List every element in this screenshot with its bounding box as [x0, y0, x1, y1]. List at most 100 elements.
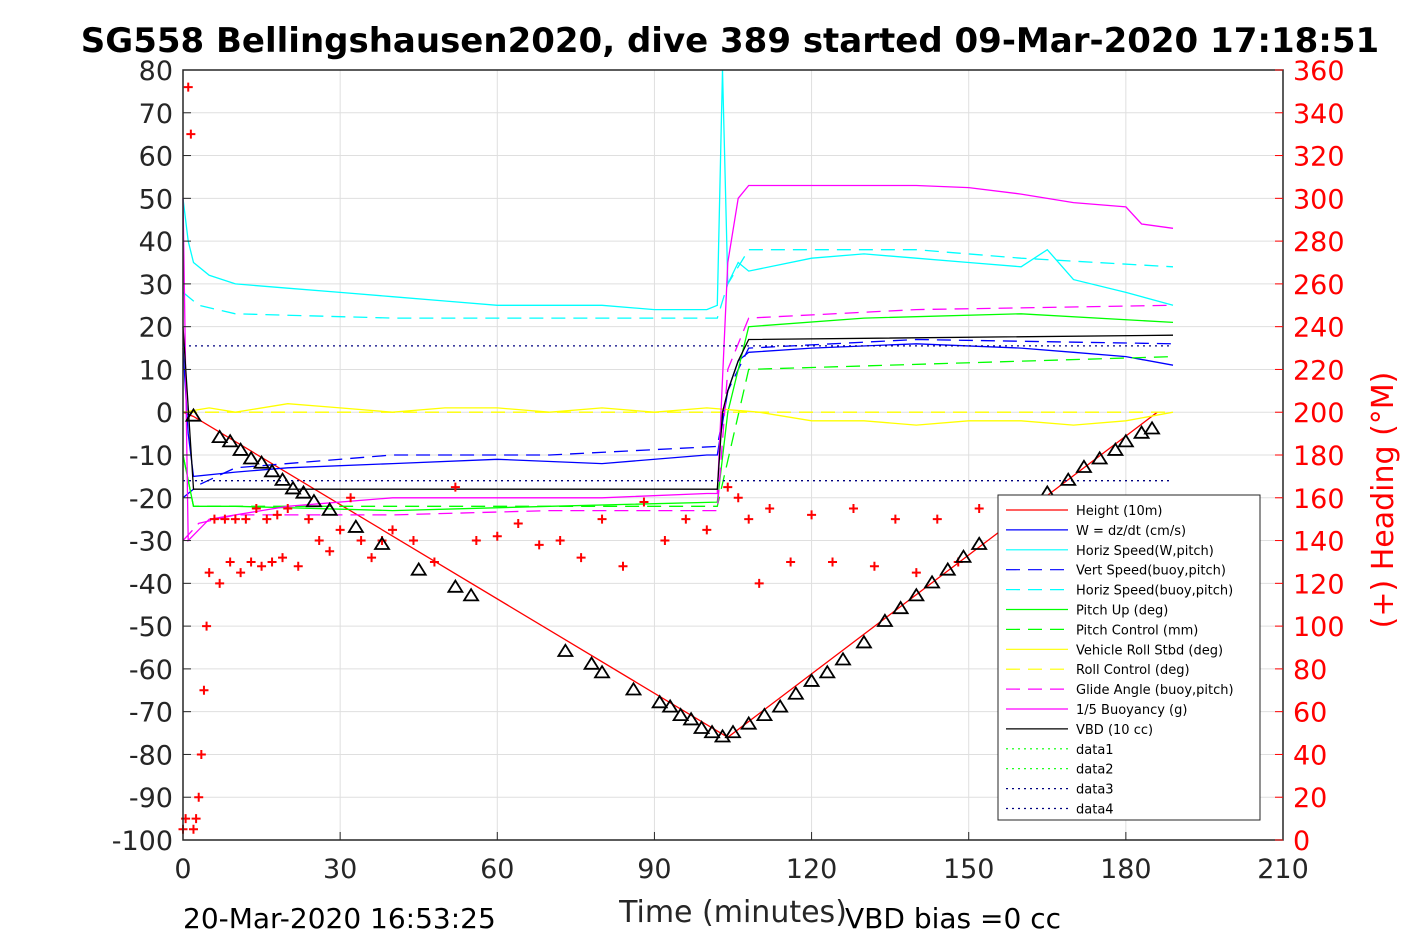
x-tick-label: 120 [786, 854, 838, 885]
heading-point [283, 503, 293, 513]
heading-point [356, 536, 366, 546]
series-line [182, 69, 1174, 311]
series-line [182, 249, 1174, 319]
vbd-marker [1091, 450, 1109, 465]
vbd-marker [834, 651, 852, 666]
x-tick-label: 150 [943, 854, 995, 885]
heading-point [848, 503, 858, 513]
vbd-marker [305, 493, 323, 508]
vbd-marker [624, 681, 643, 696]
vbd-marker [347, 519, 365, 533]
vbd-marker [321, 501, 339, 516]
vbd-marker [1117, 433, 1135, 448]
heading-point [890, 514, 900, 524]
left-y-tick-label: -10 [129, 441, 173, 472]
heading-point [828, 557, 838, 567]
footer-timestamp: 20-Mar-2020 16:53:25 [183, 902, 496, 935]
heading-point [754, 578, 764, 588]
heading-point [204, 568, 214, 578]
left-y-tick-label: 80 [139, 56, 173, 87]
right-y-tick-label: 180 [1293, 441, 1345, 472]
vbd-marker [671, 707, 690, 722]
right-y-tick-label: 120 [1293, 569, 1345, 600]
legend-label: data2 [1076, 763, 1114, 778]
right-y-tick-label: 40 [1293, 740, 1327, 771]
heading-point [681, 514, 691, 524]
left-y-tick-label: 0 [156, 398, 173, 429]
left-y-tick-label: -60 [129, 655, 173, 686]
legend-label: data1 [1076, 743, 1114, 758]
vbd-marker [703, 724, 721, 739]
chart-title: SG558 Bellingshausen2020, dive 389 start… [81, 21, 1379, 61]
heading-point [513, 518, 523, 528]
heading-point [733, 493, 743, 503]
vbd-marker-layer [184, 407, 1161, 743]
vbd-marker [252, 454, 271, 469]
heading-point [220, 514, 230, 524]
legend-label: Pitch Control (mm) [1076, 623, 1198, 638]
vbd-marker [184, 407, 203, 422]
left-y-tick-label: -30 [129, 527, 173, 558]
heading-point [555, 536, 565, 546]
vbd-marker [771, 698, 789, 713]
heading-point [194, 792, 204, 802]
vbd-marker [273, 471, 292, 486]
vbd-marker [682, 711, 700, 726]
left-y-tick-label: 40 [139, 227, 173, 258]
right-y-tick-label: 140 [1293, 527, 1345, 558]
legend-label: Horiz Speed(W,pitch) [1076, 544, 1214, 559]
legend-label: Pitch Up (deg) [1076, 604, 1168, 619]
legend-label: data3 [1076, 783, 1114, 798]
left-y-tick-label: 30 [139, 270, 173, 301]
heading-point [251, 503, 261, 513]
right-y-tick-label: 20 [1293, 783, 1327, 814]
left-y-tick-label: 20 [139, 313, 173, 344]
vbd-marker [818, 664, 836, 679]
heading-point [262, 514, 272, 524]
vbd-marker [556, 643, 575, 657]
left-y-tick-label: -100 [112, 826, 173, 857]
right-y-tick-label: 340 [1293, 99, 1345, 130]
heading-point [188, 824, 198, 834]
legend-label: Vert Speed(buoy,pitch) [1076, 564, 1226, 579]
heading-point [272, 510, 282, 520]
right-y-tick-label: 300 [1293, 184, 1345, 215]
heading-point [304, 514, 314, 524]
heading-point [702, 525, 712, 535]
heading-point [246, 557, 256, 567]
vbd-marker [939, 561, 957, 576]
heading-point [209, 514, 219, 524]
legend-label: VBD (10 cc) [1076, 723, 1153, 738]
right-y-tick-label: 0 [1293, 826, 1310, 857]
right-y-tick-label: 80 [1293, 655, 1327, 686]
series-line [182, 355, 1174, 507]
heading-point [196, 749, 206, 759]
vbd-marker [242, 450, 260, 465]
heading-point [660, 536, 670, 546]
heading-point [639, 497, 649, 507]
vbd-marker [231, 442, 250, 456]
right-y-tick-label: 280 [1293, 227, 1345, 258]
heading-point [429, 557, 439, 567]
x-axis-ticks: 0 30 60 90 120 150 180 210 [174, 832, 1309, 885]
x-tick-label: 0 [174, 854, 191, 885]
heading-point [408, 536, 418, 546]
vbd-marker [1143, 420, 1161, 435]
x-axis-label: Time (minutes) [618, 895, 847, 930]
vbd-marker [263, 463, 281, 478]
series-line [182, 343, 1174, 478]
left-y-tick-label: 10 [139, 355, 173, 386]
heading-point [335, 525, 345, 535]
heading-point [241, 514, 251, 524]
x-tick-label: 210 [1257, 854, 1309, 885]
left-y-tick-label: 70 [139, 99, 173, 130]
left-y-tick-label: -80 [129, 740, 173, 771]
legend-label: Glide Angle (buoy,pitch) [1076, 683, 1234, 698]
heading-point [534, 540, 544, 550]
left-y-axis-ticks: 80 70 60 50 40 30 20 10 0 -10 -20 -30 -40 -50 -60 -70 -8… [112, 56, 191, 857]
legend-label: Height (10m) [1076, 504, 1162, 519]
vbd-marker [284, 480, 302, 495]
vbd-marker [373, 536, 391, 550]
vbd-marker [724, 724, 742, 739]
vbd-marker [787, 685, 805, 700]
